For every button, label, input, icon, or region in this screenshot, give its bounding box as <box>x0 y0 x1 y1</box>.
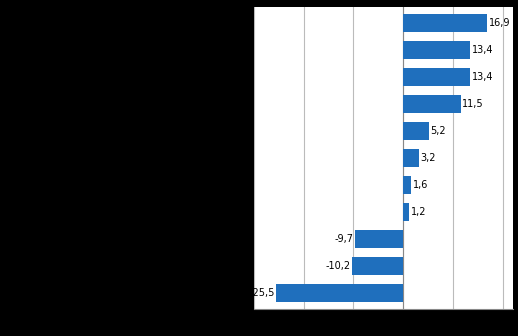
Bar <box>276 284 403 302</box>
Text: -9,7: -9,7 <box>335 234 353 244</box>
Bar <box>403 149 419 167</box>
Text: 13,4: 13,4 <box>471 72 493 82</box>
Text: -10,2: -10,2 <box>326 261 351 271</box>
Text: 1,2: 1,2 <box>411 207 426 217</box>
Bar <box>403 95 461 113</box>
Bar <box>403 203 409 221</box>
Bar <box>355 230 403 248</box>
Bar <box>403 14 487 32</box>
Text: 1,6: 1,6 <box>413 180 428 190</box>
Bar <box>403 68 470 86</box>
Bar <box>403 176 411 194</box>
Text: 3,2: 3,2 <box>421 153 436 163</box>
Bar <box>403 122 429 140</box>
Text: 13,4: 13,4 <box>471 45 493 55</box>
Text: 16,9: 16,9 <box>489 18 510 28</box>
Text: 11,5: 11,5 <box>462 99 484 109</box>
Text: -25,5: -25,5 <box>249 288 275 298</box>
Bar <box>352 257 403 275</box>
Bar <box>403 41 470 59</box>
Text: 5,2: 5,2 <box>430 126 447 136</box>
